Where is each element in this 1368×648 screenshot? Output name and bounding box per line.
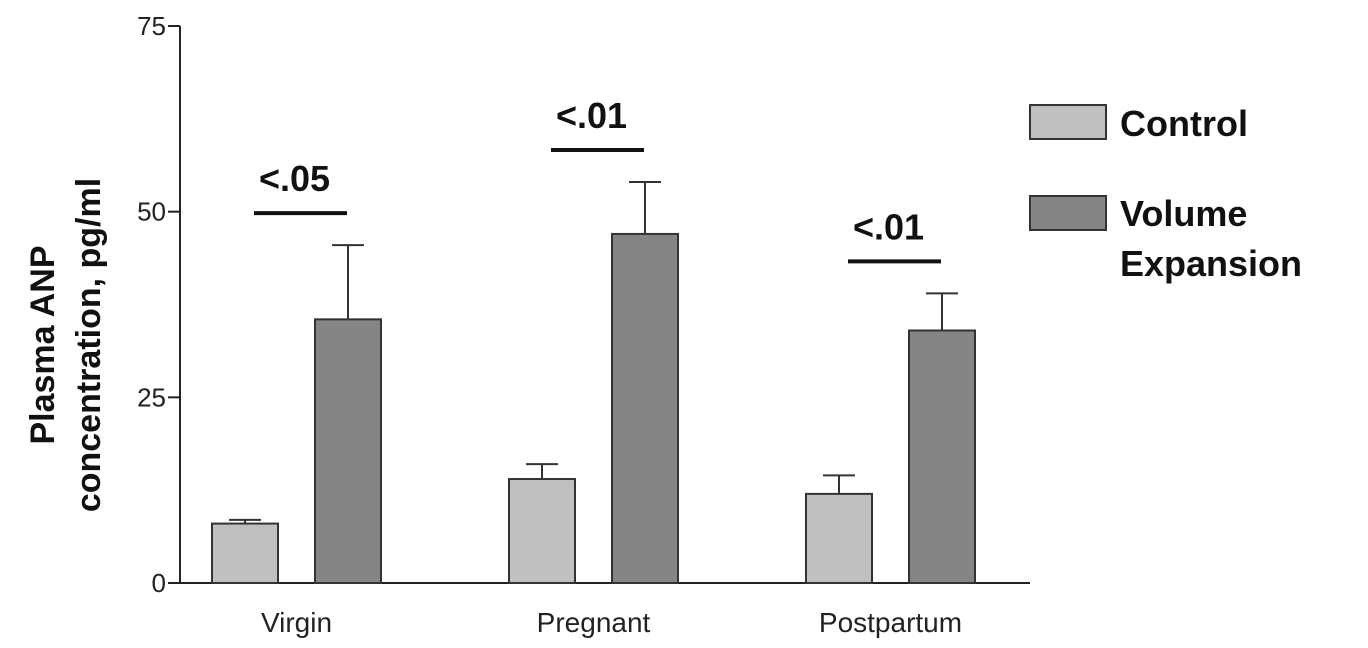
y-tick-label: 75 (137, 11, 166, 41)
category-label-virgin: Virgin (261, 607, 332, 638)
y-axis-label-line-2: concentration, pg/ml (70, 178, 108, 512)
significance-label: <.01 (556, 95, 627, 136)
bar-volume-expansion-virgin (314, 318, 382, 584)
y-ticks: 0 25 50 75 (137, 11, 180, 598)
legend-label-volume-expansion-line-1: Volume (1120, 193, 1247, 234)
category-labels: Virgin Pregnant Postpartum (261, 607, 962, 638)
legend: Control Volume Expansion (1029, 103, 1302, 284)
y-axis-label-line-1: Plasma ANP (24, 245, 62, 444)
category-label-postpartum: Postpartum (819, 607, 962, 638)
y-tick-label: 0 (152, 568, 166, 598)
legend-label-volume-expansion-line-2: Expansion (1120, 243, 1302, 284)
category-label-pregnant: Pregnant (537, 607, 651, 638)
bar-volume-expansion-pregnant (611, 232, 679, 585)
bar-control-pregnant (508, 478, 576, 585)
bar-control-virgin (211, 522, 279, 585)
significance-markers: <.05 <.01 <.01 (254, 95, 941, 264)
bar-volume-expansion-postpartum (908, 329, 976, 585)
significance-label: <.01 (853, 206, 924, 247)
y-tick-label: 25 (137, 382, 166, 412)
bar-control-postpartum (805, 492, 873, 585)
bars (211, 180, 976, 585)
significance-label: <.05 (259, 158, 330, 199)
legend-label-control: Control (1120, 103, 1248, 144)
legend-swatch-volume-expansion (1029, 195, 1107, 231)
legend-swatch-control (1029, 104, 1107, 140)
y-tick-label: 50 (137, 197, 166, 227)
